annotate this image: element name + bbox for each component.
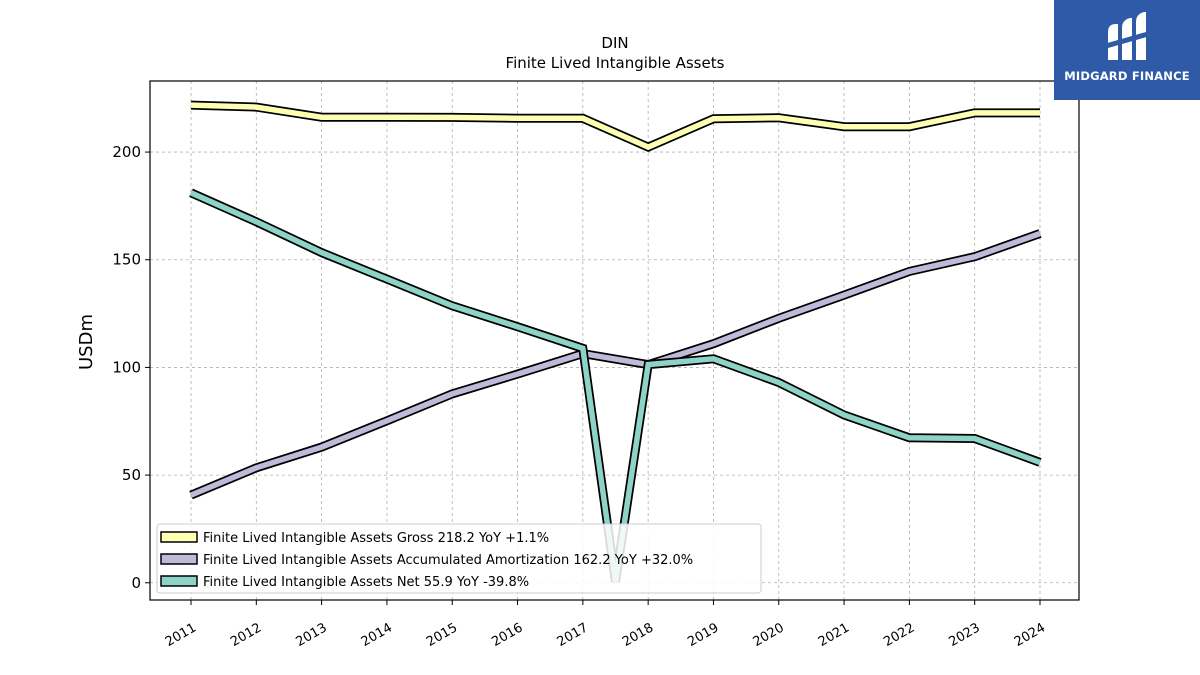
x-tick-label: 2020 bbox=[751, 620, 787, 650]
legend-entry: Finite Lived Intangible Assets Accumulat… bbox=[203, 553, 693, 568]
y-tick-label: 0 bbox=[131, 574, 141, 592]
series-line bbox=[190, 102, 1040, 151]
legend-entry: Finite Lived Intangible Assets Net 55.9 … bbox=[203, 575, 529, 590]
y-axis-label: USDm bbox=[76, 314, 97, 370]
y-tick-label: 50 bbox=[122, 466, 141, 484]
legend: Finite Lived Intangible Assets Gross 218… bbox=[156, 523, 762, 594]
y-tick-label: 150 bbox=[112, 251, 141, 269]
x-tick-label: 2024 bbox=[1012, 620, 1048, 650]
x-tick-label: 2017 bbox=[555, 620, 591, 650]
x-tick-label: 2016 bbox=[489, 620, 525, 650]
x-tick-label: 2011 bbox=[163, 620, 199, 650]
brand-name: MIDGARD FINANCE bbox=[1064, 69, 1190, 83]
x-tick-label: 2013 bbox=[293, 620, 329, 650]
brand-mark-icon bbox=[1105, 12, 1149, 60]
x-tick-label: 2014 bbox=[359, 620, 395, 650]
x-tick-label: 2018 bbox=[620, 620, 656, 650]
y-tick-label: 200 bbox=[112, 143, 141, 161]
legend-swatch bbox=[160, 553, 198, 565]
x-tick-label: 2022 bbox=[881, 620, 917, 650]
legend-entry: Finite Lived Intangible Assets Gross 218… bbox=[203, 531, 549, 546]
grid bbox=[150, 81, 1079, 600]
chart-subtitle: Finite Lived Intangible Assets bbox=[506, 54, 725, 72]
x-tick-label: 2023 bbox=[947, 620, 983, 650]
plot-frame bbox=[149, 80, 1080, 601]
chart-title: DIN bbox=[601, 34, 628, 52]
x-tick-label: 2019 bbox=[685, 620, 721, 650]
series-line bbox=[189, 190, 1041, 583]
legend-swatch bbox=[160, 531, 198, 543]
legend-swatch bbox=[160, 575, 198, 587]
x-tick-label: 2015 bbox=[424, 620, 460, 650]
series-line bbox=[189, 230, 1041, 498]
x-tick-label: 2021 bbox=[816, 620, 852, 650]
x-tick-label: 2012 bbox=[228, 620, 264, 650]
plot-area bbox=[189, 100, 1042, 583]
brand-logo: MIDGARD FINANCE bbox=[1054, 0, 1200, 100]
legend-box bbox=[156, 523, 762, 594]
y-tick-label: 100 bbox=[112, 358, 141, 376]
